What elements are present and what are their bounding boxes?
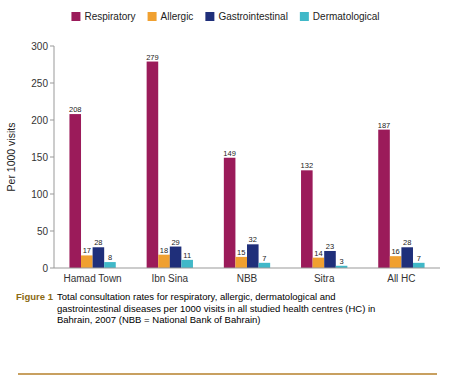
caption-line: gastrointestinal diseases per 1000 visit… bbox=[57, 303, 375, 314]
data-label: 14 bbox=[314, 249, 322, 258]
bar bbox=[170, 247, 182, 268]
x-tick-label: Hamad Town bbox=[64, 273, 122, 284]
data-label: 15 bbox=[237, 248, 245, 257]
legend-swatch bbox=[71, 12, 80, 21]
legend-label: Gastrointestinal bbox=[218, 11, 287, 22]
bar bbox=[235, 257, 247, 268]
data-label: 23 bbox=[326, 242, 334, 251]
caption-line: Bahrain, 2007 (NBB = National Bank of Ba… bbox=[57, 314, 261, 325]
bar bbox=[224, 158, 236, 268]
x-tick-label: Sitra bbox=[314, 273, 335, 284]
y-tick bbox=[50, 157, 54, 158]
caption-line: Total consultation rates for respiratory… bbox=[57, 291, 336, 302]
y-tick bbox=[50, 194, 54, 195]
data-label: 3 bbox=[339, 257, 343, 266]
bar bbox=[247, 244, 259, 268]
bars bbox=[69, 62, 424, 268]
y-tick-label: 150 bbox=[31, 152, 48, 163]
data-label: 279 bbox=[146, 53, 159, 62]
bar bbox=[181, 260, 193, 268]
caption: Total consultation rates for respiratory… bbox=[57, 291, 375, 325]
data-label: 16 bbox=[391, 247, 399, 256]
data-label: 208 bbox=[69, 105, 82, 114]
separator bbox=[18, 373, 437, 375]
data-label: 28 bbox=[403, 238, 411, 247]
legend: Respiratory Allergic Gastrointestinal Derma… bbox=[71, 11, 379, 22]
data-label: 28 bbox=[94, 238, 102, 247]
y-tick bbox=[50, 83, 54, 84]
y-tick-label: 200 bbox=[31, 115, 48, 126]
bar bbox=[378, 130, 390, 268]
bar bbox=[93, 247, 105, 268]
y-axis-label: Per 1000 visits bbox=[5, 123, 17, 192]
legend-label: Allergic bbox=[161, 11, 194, 22]
y-tick-label: 50 bbox=[37, 226, 49, 237]
data-label: 17 bbox=[83, 246, 91, 255]
legend-label: Dermatological bbox=[313, 11, 380, 22]
data-label: 11 bbox=[183, 251, 191, 260]
chart: 208 279 149 132 187 17 18 15 14 16 28 29 32 23 28 8 11 7 3… bbox=[0, 0, 451, 390]
bar bbox=[259, 263, 271, 268]
y-tick-label: 100 bbox=[31, 189, 48, 200]
y-tick bbox=[50, 231, 54, 232]
bar bbox=[158, 255, 170, 268]
legend-swatch bbox=[148, 12, 157, 21]
bar bbox=[81, 255, 93, 268]
data-label: 7 bbox=[262, 254, 266, 263]
bar bbox=[390, 256, 402, 268]
x-tick-label: Ibn Sina bbox=[151, 273, 188, 284]
bar bbox=[313, 258, 325, 268]
y-tick-label: 300 bbox=[31, 41, 48, 52]
x-axis-line bbox=[54, 268, 440, 269]
data-label: 7 bbox=[417, 254, 421, 263]
x-tick-label: All HC bbox=[387, 273, 415, 284]
y-tick-label: 0 bbox=[42, 263, 48, 274]
data-label: 8 bbox=[108, 253, 112, 262]
data-label: 18 bbox=[160, 246, 168, 255]
y-tick bbox=[50, 268, 54, 269]
data-label: 149 bbox=[223, 149, 236, 158]
y-tick bbox=[50, 120, 54, 121]
bar bbox=[69, 114, 81, 268]
legend-label: Respiratory bbox=[84, 11, 135, 22]
bar bbox=[104, 262, 116, 268]
legend-swatch bbox=[300, 12, 309, 21]
bar bbox=[413, 263, 425, 268]
bar bbox=[147, 62, 159, 268]
data-label: 132 bbox=[301, 161, 314, 170]
bar bbox=[324, 251, 336, 268]
y-tick-label: 250 bbox=[31, 78, 48, 89]
data-label: 32 bbox=[249, 235, 257, 244]
data-label: 29 bbox=[171, 238, 179, 247]
x-tick-label: NBB bbox=[237, 273, 258, 284]
bar bbox=[301, 170, 313, 268]
data-label: 187 bbox=[378, 121, 391, 130]
bar bbox=[401, 247, 413, 268]
caption-label: Figure 1 bbox=[16, 291, 54, 302]
legend-swatch bbox=[205, 12, 214, 21]
y-tick bbox=[50, 46, 54, 47]
